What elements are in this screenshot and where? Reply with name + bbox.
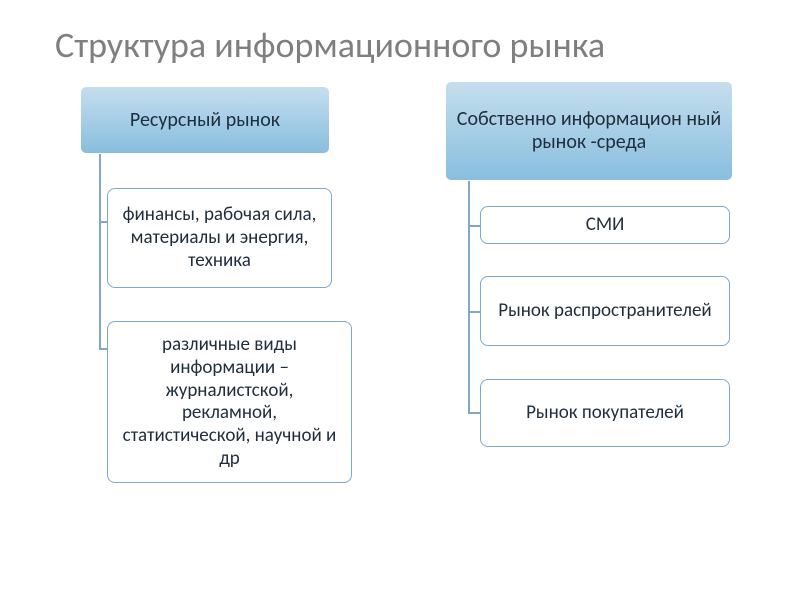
right-box3-text: Рынок покупателей xyxy=(526,402,684,425)
right-sub-box-2: Рынок распространителей xyxy=(480,276,730,346)
diagram-area: Ресурсный рынок Собственно информацион н… xyxy=(55,81,745,521)
right-header-label: Собственно информацион ный рынок -среда xyxy=(456,108,722,154)
right-sub-box-3: Рынок покупателей xyxy=(480,379,730,447)
right-sub-box-1: СМИ xyxy=(480,206,730,244)
left-box2-text: различные виды информации – журналистско… xyxy=(120,334,339,471)
left-box1-text: финансы, рабочая сила, материалы и энерг… xyxy=(120,204,319,272)
left-sub-box-1: финансы, рабочая сила, материалы и энерг… xyxy=(107,188,332,288)
slide: Структура информационного рынка Ресурсны… xyxy=(0,0,800,600)
left-sub-box-2: различные виды информации – журналистско… xyxy=(107,321,352,483)
right-box2-text: Рынок распространителей xyxy=(498,300,711,323)
connector xyxy=(99,154,101,349)
connector xyxy=(468,181,470,413)
slide-title: Структура информационного рынка xyxy=(55,25,745,66)
right-box1-text: СМИ xyxy=(586,214,625,237)
right-header-box: Собственно информацион ный рынок -среда xyxy=(445,81,733,181)
left-header-label: Ресурсный рынок xyxy=(130,109,280,132)
left-header-box: Ресурсный рынок xyxy=(80,86,330,154)
